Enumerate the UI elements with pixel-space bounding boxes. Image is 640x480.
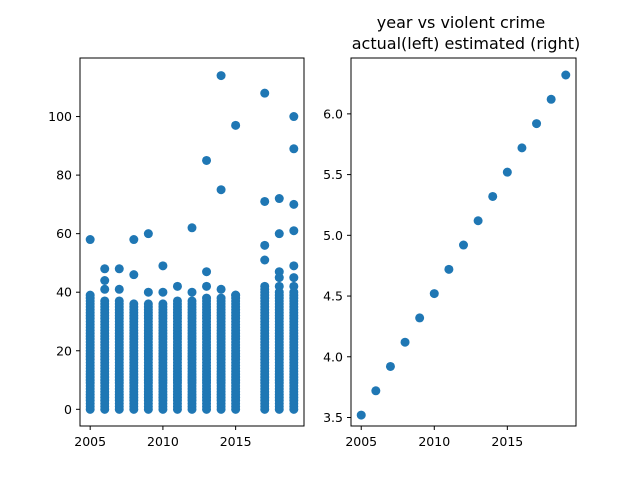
actual-point bbox=[114, 296, 124, 306]
actual-point bbox=[100, 296, 110, 306]
estimated-point bbox=[415, 313, 425, 323]
actual-outlier-point bbox=[289, 261, 299, 271]
actual-point bbox=[216, 293, 226, 303]
estimated-y-tick-label: 4.5 bbox=[323, 289, 343, 304]
actual-outlier-point bbox=[143, 229, 153, 239]
actual-y-tick-label: 60 bbox=[56, 226, 72, 241]
actual-point bbox=[143, 299, 153, 309]
actual-outlier-point bbox=[289, 112, 299, 122]
actual-outlier-point bbox=[187, 223, 197, 233]
estimated-y-tick-label: 6.0 bbox=[323, 106, 343, 121]
estimated-point bbox=[356, 410, 366, 420]
actual-outlier-point bbox=[289, 273, 299, 283]
estimated-axis-ticks: 2005 2010 2015 3.5 4.0 4.5 5.0 5.5 6.0 bbox=[323, 106, 523, 449]
estimated-y-tick-label: 5.5 bbox=[323, 167, 343, 182]
estimated-point bbox=[444, 264, 454, 274]
actual-outlier-point bbox=[260, 281, 270, 291]
actual-y-tick-label: 80 bbox=[56, 168, 72, 183]
actual-outlier-point bbox=[172, 281, 182, 291]
estimated-point bbox=[546, 94, 556, 104]
actual-point bbox=[158, 299, 168, 309]
estimated-x-tick-label: 2005 bbox=[345, 434, 377, 449]
actual-y-tick-label: 40 bbox=[56, 285, 72, 300]
actual-outlier-point bbox=[289, 144, 299, 154]
chart-title-line-2: actual(left) estimated (right) bbox=[352, 34, 580, 53]
actual-plot-frame bbox=[79, 57, 305, 427]
estimated-point bbox=[517, 143, 527, 153]
estimated-point bbox=[459, 240, 468, 250]
actual-outlier-point bbox=[274, 281, 284, 291]
estimated-point bbox=[371, 386, 381, 396]
estimated-x-tick-label: 2010 bbox=[418, 434, 450, 449]
actual-outlier-point bbox=[114, 264, 124, 274]
actual-outlier-point bbox=[202, 155, 212, 165]
actual-outlier-point bbox=[289, 199, 299, 209]
actual-outlier-point bbox=[289, 281, 299, 291]
actual-outlier-point bbox=[202, 267, 212, 277]
estimated-point bbox=[561, 70, 571, 80]
actual-point bbox=[202, 293, 212, 303]
actual-outlier-point bbox=[202, 281, 212, 291]
actual-outlier-point bbox=[231, 120, 241, 130]
actual-outlier-point bbox=[187, 287, 197, 297]
estimated-y-tick-label: 3.5 bbox=[323, 410, 343, 425]
actual-outlier-point bbox=[260, 255, 270, 265]
actual-outlier-point bbox=[158, 261, 168, 271]
actual-outlier-point bbox=[274, 229, 284, 239]
chart-title-line-1: year vs violent crime bbox=[377, 13, 545, 32]
actual-outlier-point bbox=[100, 264, 110, 274]
actual-points bbox=[85, 71, 299, 414]
actual-outlier-point bbox=[216, 71, 226, 81]
estimated-point bbox=[385, 361, 395, 371]
estimated-point bbox=[502, 167, 512, 177]
estimated-y-tick-label: 5.0 bbox=[323, 228, 343, 243]
actual-y-tick-label: 100 bbox=[48, 109, 72, 124]
estimated-point bbox=[532, 119, 542, 129]
actual-y-tick-label: 0 bbox=[64, 402, 72, 417]
actual-x-tick-label: 2005 bbox=[74, 434, 106, 449]
actual-axis-ticks: 2005 2010 2015 0 20 40 60 80 100 bbox=[48, 109, 251, 449]
actual-outlier-point bbox=[158, 287, 168, 297]
actual-scatter-panel: 2005 2010 2015 0 20 40 60 80 100 bbox=[48, 57, 305, 449]
actual-outlier-point bbox=[274, 273, 284, 283]
actual-outlier-point bbox=[260, 196, 270, 206]
actual-outlier-point bbox=[231, 290, 241, 300]
estimated-point bbox=[473, 216, 483, 226]
actual-outlier-point bbox=[216, 185, 226, 195]
actual-outlier-point bbox=[100, 284, 110, 294]
actual-outlier-point bbox=[274, 194, 284, 204]
actual-x-tick-label: 2010 bbox=[147, 434, 179, 449]
actual-outlier-point bbox=[143, 287, 153, 297]
estimated-point bbox=[488, 191, 498, 201]
estimated-scatter-panel: year vs violent crime actual(left) estim… bbox=[323, 13, 580, 449]
actual-point bbox=[187, 296, 197, 306]
actual-y-tick-label: 20 bbox=[56, 343, 72, 358]
actual-outlier-point bbox=[260, 240, 270, 250]
actual-point bbox=[129, 299, 139, 309]
actual-outlier-point bbox=[129, 270, 139, 280]
actual-outlier-point bbox=[114, 284, 124, 294]
estimated-points bbox=[356, 70, 571, 420]
actual-point bbox=[172, 296, 182, 306]
actual-outlier-point bbox=[260, 88, 270, 98]
actual-outlier-point bbox=[100, 275, 110, 285]
actual-outlier-point bbox=[85, 235, 95, 245]
estimated-point bbox=[429, 289, 439, 299]
actual-point bbox=[85, 290, 95, 300]
actual-outlier-point bbox=[216, 284, 226, 294]
actual-outlier-point bbox=[129, 235, 139, 245]
estimated-x-tick-label: 2015 bbox=[491, 434, 523, 449]
estimated-point bbox=[400, 337, 410, 347]
actual-x-tick-label: 2015 bbox=[220, 434, 252, 449]
estimated-plot-frame bbox=[350, 57, 577, 427]
actual-outlier-point bbox=[289, 226, 299, 236]
estimated-y-tick-label: 4.0 bbox=[323, 349, 343, 364]
